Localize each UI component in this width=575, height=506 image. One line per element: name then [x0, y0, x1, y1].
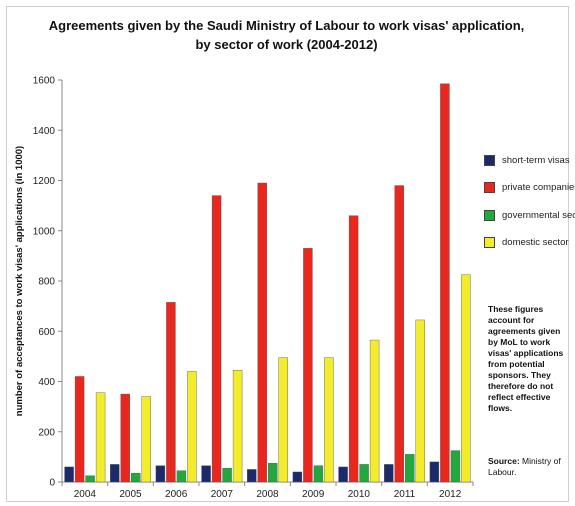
- x-tick-label: 2010: [348, 489, 371, 500]
- chart-note: These figures account for agreements giv…: [488, 304, 564, 413]
- bar-2004-0: [64, 466, 74, 483]
- bar-2008-3: [278, 357, 288, 483]
- bar-2004-3: [95, 392, 106, 483]
- legend-swatch: [484, 237, 495, 248]
- bar-2004-1: [74, 376, 85, 483]
- legend-swatch: [484, 182, 495, 193]
- legend-item: governmental sector: [484, 207, 575, 223]
- bar-2007-1: [211, 195, 222, 483]
- legend-label: governmental sector: [502, 209, 575, 221]
- bar-2010-2: [359, 464, 369, 483]
- bar-2009-3: [324, 357, 334, 483]
- bar-2008-1: [257, 182, 267, 483]
- bar-2006-0: [155, 465, 166, 483]
- source-text: Ministry of Labour.: [488, 456, 561, 477]
- x-tick-label: 2012: [439, 489, 462, 500]
- bar-2012-3: [461, 274, 471, 483]
- chart-title-line-1: Agreements given by the Saudi Ministry o…: [48, 18, 525, 33]
- bar-2011-3: [415, 319, 425, 483]
- legend-label: private companies: [502, 182, 575, 193]
- bar-2011-2: [405, 454, 415, 483]
- legend: short-term visas private companies governm…: [484, 152, 575, 262]
- y-axis-label: number of acceptances to work visas' app…: [14, 146, 25, 416]
- x-tick-label: 2005: [119, 489, 142, 500]
- bar-2006-2: [176, 470, 187, 483]
- legend-item: domestic sector: [484, 235, 575, 251]
- bar-2011-1: [394, 185, 404, 483]
- x-tick-label: 2006: [165, 489, 188, 500]
- bar-2007-3: [232, 369, 243, 483]
- x-tick-label: 2011: [394, 489, 416, 500]
- bar-2009-0: [292, 471, 303, 483]
- chart-title-line-2: by sector of work (2004-2012): [195, 37, 378, 52]
- y-tick-label: 1400: [33, 126, 56, 137]
- bar-2004-2: [85, 475, 95, 483]
- x-tick-label: 2009: [302, 489, 325, 500]
- bar-2007-2: [222, 467, 232, 483]
- bar-2009-1: [303, 248, 313, 483]
- bar-2008-2: [268, 462, 278, 483]
- y-tick-label: 400: [38, 377, 55, 388]
- bar-2012-1: [440, 83, 450, 483]
- legend-item: short-term visas: [484, 152, 575, 168]
- y-tick-label: 1200: [33, 176, 56, 187]
- x-tick-label: 2008: [256, 489, 279, 500]
- bar-2005-2: [131, 473, 141, 483]
- bar-2012-0: [429, 461, 440, 483]
- legend-label: domestic sector: [502, 237, 569, 248]
- bar-2010-0: [338, 466, 348, 483]
- legend-item: private companies: [484, 180, 575, 196]
- bar-2008-0: [247, 469, 257, 483]
- x-tick-label: 2007: [211, 489, 234, 500]
- x-tick-label: 2004: [74, 489, 97, 500]
- bar-2012-2: [450, 450, 461, 483]
- bar-2010-1: [348, 215, 359, 483]
- bar-2007-0: [201, 465, 211, 483]
- y-tick-label: 800: [38, 277, 55, 288]
- y-tick-label: 1600: [33, 76, 56, 87]
- bar-2006-1: [166, 302, 176, 483]
- y-tick-label: 200: [38, 427, 55, 438]
- bar-2006-3: [187, 371, 197, 483]
- legend-label: short-term visas: [502, 154, 570, 166]
- bar-2005-0: [110, 464, 120, 483]
- bar-2005-3: [141, 396, 151, 483]
- bar-2005-1: [120, 393, 130, 483]
- chart-title: Agreements given by the Saudi Ministry o…: [6, 16, 567, 54]
- y-tick-label: 600: [38, 327, 55, 338]
- source-label: Source:: [488, 456, 520, 466]
- y-tick-label: 0: [49, 478, 55, 489]
- legend-swatch: [484, 154, 495, 166]
- bar-2010-3: [369, 339, 380, 483]
- source-credit: Source: Ministry of Labour.: [488, 456, 570, 478]
- bar-2011-0: [384, 464, 394, 483]
- bar-2009-2: [313, 465, 324, 483]
- y-tick-label: 1000: [33, 226, 56, 237]
- legend-swatch: [484, 209, 495, 221]
